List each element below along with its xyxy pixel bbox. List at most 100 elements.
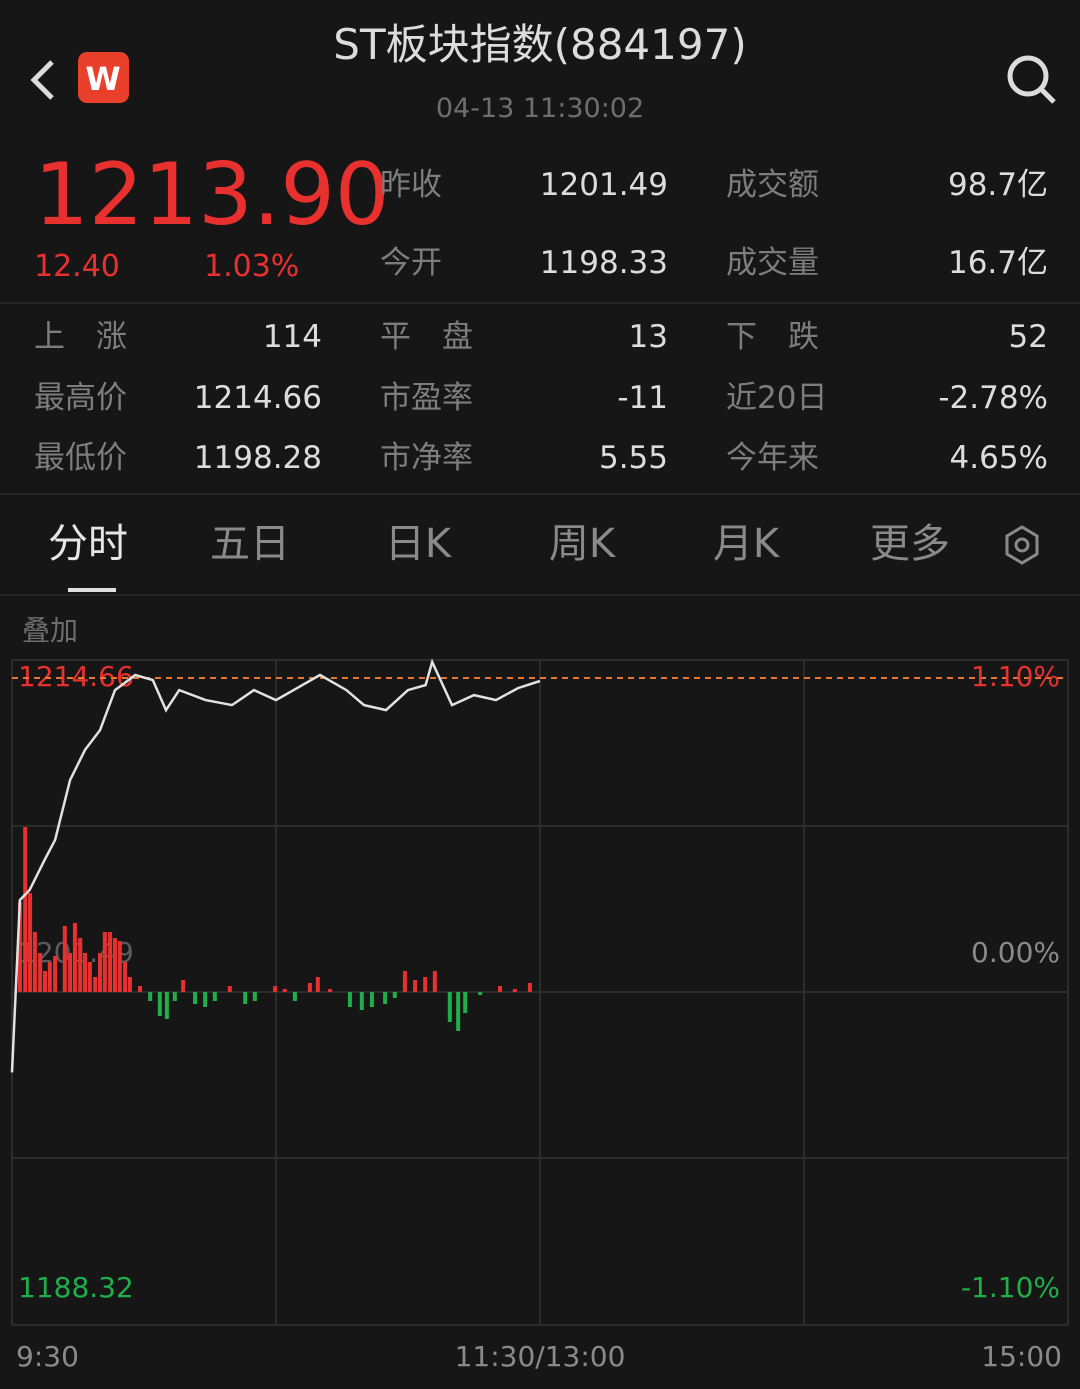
tab[interactable]: 周K [548,521,616,567]
bar [432,971,437,992]
logo-text: W [85,60,121,98]
y2-tick-label: 1.10% [971,660,1060,693]
tab[interactable]: 日K [384,521,452,567]
bar [78,938,83,992]
stat-label: 市盈率 [380,380,473,416]
bar [292,992,297,1001]
stat-label: 平 盘 [380,319,473,355]
bar [527,983,532,992]
bar [212,992,217,1001]
bar [53,956,58,992]
bar [102,932,107,992]
bar [72,923,77,992]
bar [347,992,352,1007]
stat-label: 下 跌 [726,319,819,355]
stat-label: 最高价 [34,380,127,416]
bar [413,980,418,992]
tab[interactable]: 五日 [210,521,290,567]
tab[interactable]: 分时 [48,521,128,567]
bar [423,977,428,992]
price: 1213.90 [34,145,390,245]
stat-label: 最低价 [34,440,127,476]
stat-value: 114 [262,319,322,355]
overlay-label[interactable]: 叠加 [22,614,79,647]
y2-tick-label: 0.00% [971,936,1060,969]
summary-value: 98.7亿 [947,167,1048,203]
tab-underline [68,588,116,592]
bar [112,938,117,992]
stat-value: 1198.28 [193,440,322,476]
bar [32,932,37,992]
bar [478,992,483,995]
bar [328,989,333,992]
bar [315,977,320,992]
change: 12.40 [34,249,120,284]
bar [512,989,517,992]
stat-value: 13 [628,319,668,355]
x-tick-label: 11:30/13:00 [455,1340,626,1373]
stat-label: 上 涨 [34,319,127,355]
stat-value: 1214.66 [193,380,322,416]
bar [83,953,88,992]
y2-tick-label: -1.10% [961,1271,1060,1304]
bar [17,902,22,992]
search-icon-handle [1039,87,1056,104]
search-icon[interactable] [1007,55,1049,97]
stat-value: 5.55 [598,440,668,476]
bar [87,962,92,992]
summary-value: 1201.49 [539,167,668,203]
bar [43,971,47,992]
bar [369,992,374,1007]
bar [93,977,98,992]
bar [38,953,43,992]
bar [23,827,28,992]
x-tick-label: 15:00 [981,1340,1062,1373]
bar [181,980,186,992]
stat-value: 52 [1008,319,1048,355]
tab[interactable]: 月K [712,521,780,567]
logo[interactable] [78,52,129,103]
bar [127,977,132,992]
bar [98,953,102,992]
y-tick-label: 1188.32 [18,1271,134,1304]
bar [28,893,33,992]
bar [359,992,364,1010]
tab[interactable]: 更多 [870,521,950,567]
bar [193,992,198,1004]
stat-value: -2.78% [938,380,1048,416]
bar [307,983,312,992]
bar [203,992,208,1007]
stat-label: 市净率 [380,440,473,476]
title: ST板块指数(884197) [333,20,747,69]
stat-value: 4.65% [949,440,1048,476]
summary-label: 今开 [380,245,442,281]
bar [164,992,169,1019]
back-icon[interactable] [30,60,54,100]
bar [227,986,232,992]
price-line [10,658,541,1073]
stat-value: -11 [617,380,668,416]
bar [62,926,67,992]
summary-value: 1198.33 [539,245,668,281]
stat-label: 近20日 [726,380,828,416]
bar [282,989,287,992]
settings-icon-dot [1014,537,1030,553]
timestamp: 04-13 11:30:02 [435,93,645,124]
bar [123,962,128,992]
x-tick-label: 9:30 [16,1340,79,1373]
summary-value: 16.7亿 [947,245,1048,281]
divider [0,302,1080,304]
divider [0,493,1080,495]
bar [497,986,502,992]
summary-label: 昨收 [380,167,442,203]
bar [252,992,257,1001]
bar [117,941,122,992]
settings-icon[interactable] [1005,525,1039,565]
summary-label: 成交量 [726,245,819,281]
bar [402,971,407,992]
summary-label: 成交额 [726,167,819,203]
bar [68,953,73,992]
y-tick-label: 1214.66 [18,660,134,693]
